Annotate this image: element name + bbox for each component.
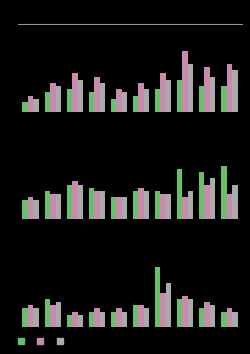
Bar: [28, 305, 34, 327]
Bar: [188, 299, 194, 327]
Bar: [133, 191, 138, 219]
Bar: [160, 73, 166, 112]
Bar: [133, 96, 138, 112]
Bar: [177, 80, 182, 112]
Bar: [44, 191, 50, 219]
Bar: [122, 312, 127, 327]
Bar: [144, 308, 149, 327]
Bar: [182, 51, 188, 112]
Bar: [133, 305, 138, 327]
Bar: [188, 64, 194, 112]
Bar: [177, 299, 182, 327]
Bar: [144, 89, 149, 112]
Bar: [89, 188, 94, 219]
Bar: [94, 76, 100, 112]
Bar: [122, 92, 127, 112]
Bar: [22, 200, 28, 219]
Bar: [226, 64, 232, 112]
Bar: [210, 178, 216, 219]
Bar: [155, 191, 160, 219]
Bar: [226, 308, 232, 327]
Bar: [138, 83, 144, 112]
Bar: [221, 86, 226, 112]
Bar: [66, 89, 72, 112]
Bar: [44, 92, 50, 112]
Bar: [204, 302, 210, 327]
Bar: [160, 292, 166, 327]
Bar: [210, 305, 216, 327]
Bar: [34, 99, 39, 112]
Bar: [72, 181, 78, 219]
Bar: [116, 308, 122, 327]
Bar: [199, 86, 204, 112]
Bar: [199, 308, 204, 327]
Bar: [78, 80, 83, 112]
Bar: [122, 197, 127, 219]
Bar: [100, 191, 105, 219]
Bar: [199, 172, 204, 219]
Bar: [144, 191, 149, 219]
Bar: [89, 312, 94, 327]
Bar: [50, 194, 56, 219]
Bar: [221, 166, 226, 219]
Bar: [56, 302, 61, 327]
Bar: [34, 308, 39, 327]
Bar: [160, 194, 166, 219]
Bar: [232, 184, 237, 219]
Bar: [155, 267, 160, 327]
Bar: [166, 283, 171, 327]
Bar: [66, 315, 72, 327]
Bar: [94, 191, 100, 219]
Bar: [100, 83, 105, 112]
Bar: [166, 80, 171, 112]
Bar: [182, 197, 188, 219]
Bar: [111, 197, 116, 219]
Bar: [78, 315, 83, 327]
Bar: [166, 194, 171, 219]
Bar: [66, 184, 72, 219]
Bar: [28, 197, 34, 219]
Bar: [44, 299, 50, 327]
Bar: [72, 73, 78, 112]
Bar: [204, 67, 210, 112]
Bar: [177, 169, 182, 219]
Bar: [22, 102, 28, 112]
Bar: [89, 92, 94, 112]
Bar: [138, 188, 144, 219]
Bar: [100, 312, 105, 327]
Bar: [210, 76, 216, 112]
Bar: [155, 89, 160, 112]
Bar: [221, 312, 226, 327]
Bar: [28, 96, 34, 112]
Bar: [72, 312, 78, 327]
Bar: [56, 194, 61, 219]
Bar: [50, 305, 56, 327]
Bar: [204, 184, 210, 219]
Bar: [111, 312, 116, 327]
Bar: [56, 86, 61, 112]
Bar: [182, 296, 188, 327]
Bar: [78, 184, 83, 219]
Bar: [22, 308, 28, 327]
Bar: [188, 191, 194, 219]
Bar: [116, 197, 122, 219]
Bar: [116, 89, 122, 112]
Bar: [232, 70, 237, 112]
Bar: [94, 308, 100, 327]
Bar: [50, 83, 56, 112]
Bar: [232, 312, 237, 327]
Bar: [138, 305, 144, 327]
Bar: [226, 194, 232, 219]
Bar: [111, 99, 116, 112]
Bar: [34, 200, 39, 219]
